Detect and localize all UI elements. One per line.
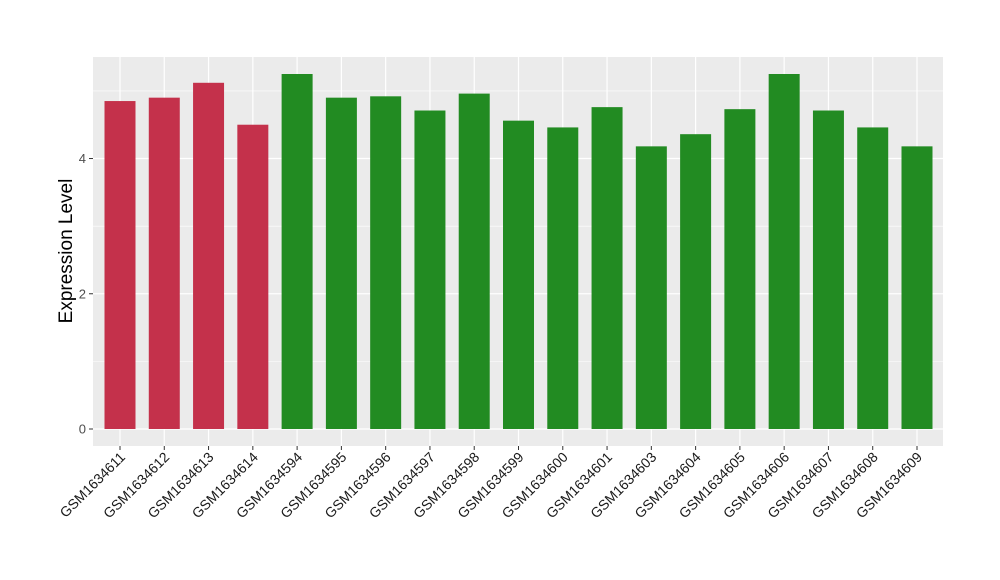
bar: [768, 74, 800, 429]
y-tick-label: 0: [79, 422, 86, 437]
bar: [281, 74, 313, 429]
y-axis: 0 2 4: [79, 151, 93, 437]
bar: [547, 127, 579, 430]
y-tick-label: 4: [79, 151, 86, 166]
bar: [901, 146, 933, 429]
y-tick-label: 2: [79, 286, 86, 301]
bar: [591, 107, 623, 429]
bar: [414, 110, 446, 429]
bar: [104, 101, 136, 430]
bar: [812, 110, 844, 429]
x-axis: GSM1634611GSM1634612GSM1634613GSM1634614…: [56, 446, 925, 521]
bars: [104, 74, 933, 430]
bar: [370, 96, 402, 430]
bar: [503, 120, 534, 430]
bar: [458, 93, 490, 429]
bar: [724, 109, 756, 430]
bar: [148, 97, 180, 430]
bar: [635, 146, 667, 429]
bar: [680, 134, 712, 429]
y-axis-title: Expression Level: [56, 179, 77, 324]
bar: [237, 124, 269, 429]
bar: [193, 82, 225, 430]
bar: [857, 127, 889, 430]
bar: [325, 97, 357, 430]
